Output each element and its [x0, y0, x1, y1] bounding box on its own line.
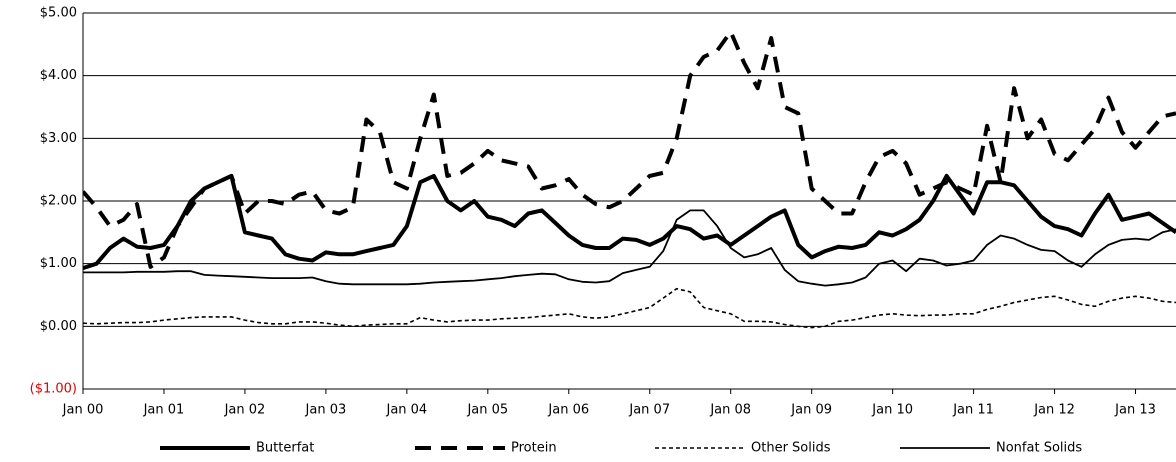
x-tick-label: Jan 03 [305, 403, 347, 418]
x-tick-label: Jan 11 [952, 403, 994, 418]
x-tick-label: Jan 08 [709, 403, 751, 418]
x-tick-label: Jan 05 [466, 403, 508, 418]
y-tick-label: ($1.00) [30, 382, 77, 397]
x-tick-label: Jan 04 [385, 403, 427, 418]
legend-label: Nonfat Solids [996, 441, 1082, 456]
series-line [83, 209, 1176, 287]
x-tick-label: Jan 09 [790, 403, 832, 418]
y-tick-label: $0.00 [40, 319, 77, 334]
x-tick-label: Jan 02 [224, 403, 266, 418]
legend-label: Butterfat [256, 441, 314, 456]
x-tick-label: Jan 07 [628, 403, 670, 418]
legend-label: Protein [511, 441, 557, 456]
x-tick-label: Jan 00 [62, 403, 104, 418]
y-tick-label: $5.00 [40, 6, 77, 21]
x-tick-label: Jan 13 [1114, 403, 1156, 418]
legend-label: Other Solids [751, 441, 831, 456]
series-line [83, 29, 1176, 269]
x-tick-label: Jan 01 [143, 403, 185, 418]
series-line [83, 173, 1176, 271]
y-tick-label: $4.00 [40, 68, 77, 83]
x-tick-label: Jan 06 [547, 403, 589, 418]
y-tick-label: $3.00 [40, 131, 77, 146]
y-tick-label: $2.00 [40, 194, 77, 209]
y-tick-label: $1.00 [40, 256, 77, 271]
x-tick-label: Jan 12 [1033, 403, 1075, 418]
x-tick-label: Jan 10 [871, 403, 913, 418]
series-line [83, 287, 1176, 329]
